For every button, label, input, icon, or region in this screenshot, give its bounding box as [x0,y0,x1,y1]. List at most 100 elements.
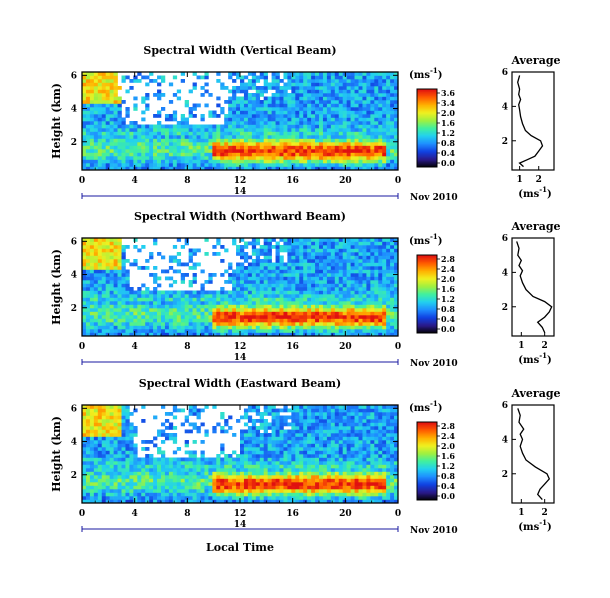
heatmap-cell [275,124,280,129]
profile-y-tick-label: 2 [502,137,508,147]
heatmap-cell [358,287,363,291]
heatmap-cell [208,114,213,118]
heatmap-cell [322,248,328,253]
heatmap-cell [259,142,264,146]
heatmap-cell [303,332,308,337]
heatmap-cell [263,103,268,108]
heatmap-cell [326,107,332,111]
heatmap-cell [196,142,201,146]
heatmap-cell [382,86,387,90]
heatmap-cell [326,135,332,139]
heatmap-cell [326,117,332,122]
heatmap-cell [192,273,197,277]
heatmap-cell [263,464,268,469]
heatmap-cell [378,128,383,132]
heatmap-cell [322,322,328,326]
heatmap-cell [334,294,340,298]
colorbar-step [417,141,437,143]
heatmap-cell [180,149,185,153]
heatmap-cell [200,283,205,288]
heatmap-cell [326,478,332,483]
heatmap-cell [374,72,379,76]
heatmap-cell [141,152,146,157]
heatmap-cell [338,156,343,160]
heatmap-cell [394,332,399,337]
heatmap-cell [149,159,154,164]
heatmap-cell [85,163,91,167]
colorbar-step [417,261,437,264]
heatmap-cell [176,166,182,171]
heatmap-cell [224,145,229,150]
heatmap-cell [319,280,324,284]
heatmap-cell [334,107,340,111]
heatmap-cell [271,114,276,118]
heatmap-cell [137,322,142,326]
heatmap-cell [354,489,359,493]
heatmap-cell [358,82,363,87]
heatmap-cell [188,107,193,111]
heatmap-cell [82,103,87,108]
heatmap-cell [220,301,225,305]
heatmap-cell [240,110,245,115]
heatmap-cell [153,145,158,150]
heatmap-cell [247,482,253,486]
heatmap-cell [390,304,395,309]
heatmap-cell [358,166,363,171]
heatmap-cell [291,128,296,132]
heatmap-cell [358,325,363,330]
heatmap-cell [342,259,347,263]
heatmap-cell [232,107,237,111]
heatmap-cell [303,166,308,171]
heatmap-cell [212,485,217,490]
heatmap-cell [240,485,245,490]
heatmap-cell [378,96,383,101]
heatmap-cell [188,332,193,337]
heatmap-cell [220,163,225,167]
heatmap-cell [334,96,340,101]
heatmap-cell [82,262,87,267]
colorbar-step [417,137,437,139]
heatmap-cell [93,142,99,146]
heatmap-cell [295,482,300,486]
heatmap-cell [315,110,320,115]
heatmap-cell [330,128,336,132]
heatmap-cell [350,100,355,104]
heatmap-cell [255,318,261,323]
heatmap-cell [141,96,146,101]
heatmap-cell [295,322,300,326]
heatmap-cell [240,308,245,312]
heatmap-cell [370,238,375,242]
heatmap-cell [255,482,261,486]
heatmap-cell [243,96,249,101]
heatmap-cell [240,287,245,291]
heatmap-cell [89,79,95,83]
heatmap-cell [82,156,87,160]
heatmap-cell [374,269,379,274]
heatmap-cell [315,142,320,146]
heatmap-cell [263,159,268,164]
heatmap-cell [121,152,126,157]
heatmap-cell [315,100,320,104]
heatmap-cell [133,245,138,249]
date-label: Nov 2010 [410,359,458,369]
heatmap-cell [188,485,193,490]
heatmap-cell [370,273,375,277]
heatmap-cell [153,280,158,284]
heatmap-cell [283,145,288,150]
heatmap-cell [287,238,292,242]
heatmap-cell [271,329,276,333]
heatmap-cell [113,75,118,80]
x-tick-label: 16 [286,176,299,186]
heatmap-cell [243,138,249,143]
heatmap-cell [354,252,359,256]
heatmap-cell [330,273,336,277]
heatmap-cell [251,142,257,146]
heatmap-cell [220,482,225,486]
heatmap-cell [93,301,99,305]
heatmap-cell [141,499,146,504]
heatmap-cell [279,492,284,497]
heatmap-cell [319,259,324,263]
heatmap-cell [283,294,288,298]
heatmap-cell [208,273,213,277]
heatmap-cell [168,117,174,122]
